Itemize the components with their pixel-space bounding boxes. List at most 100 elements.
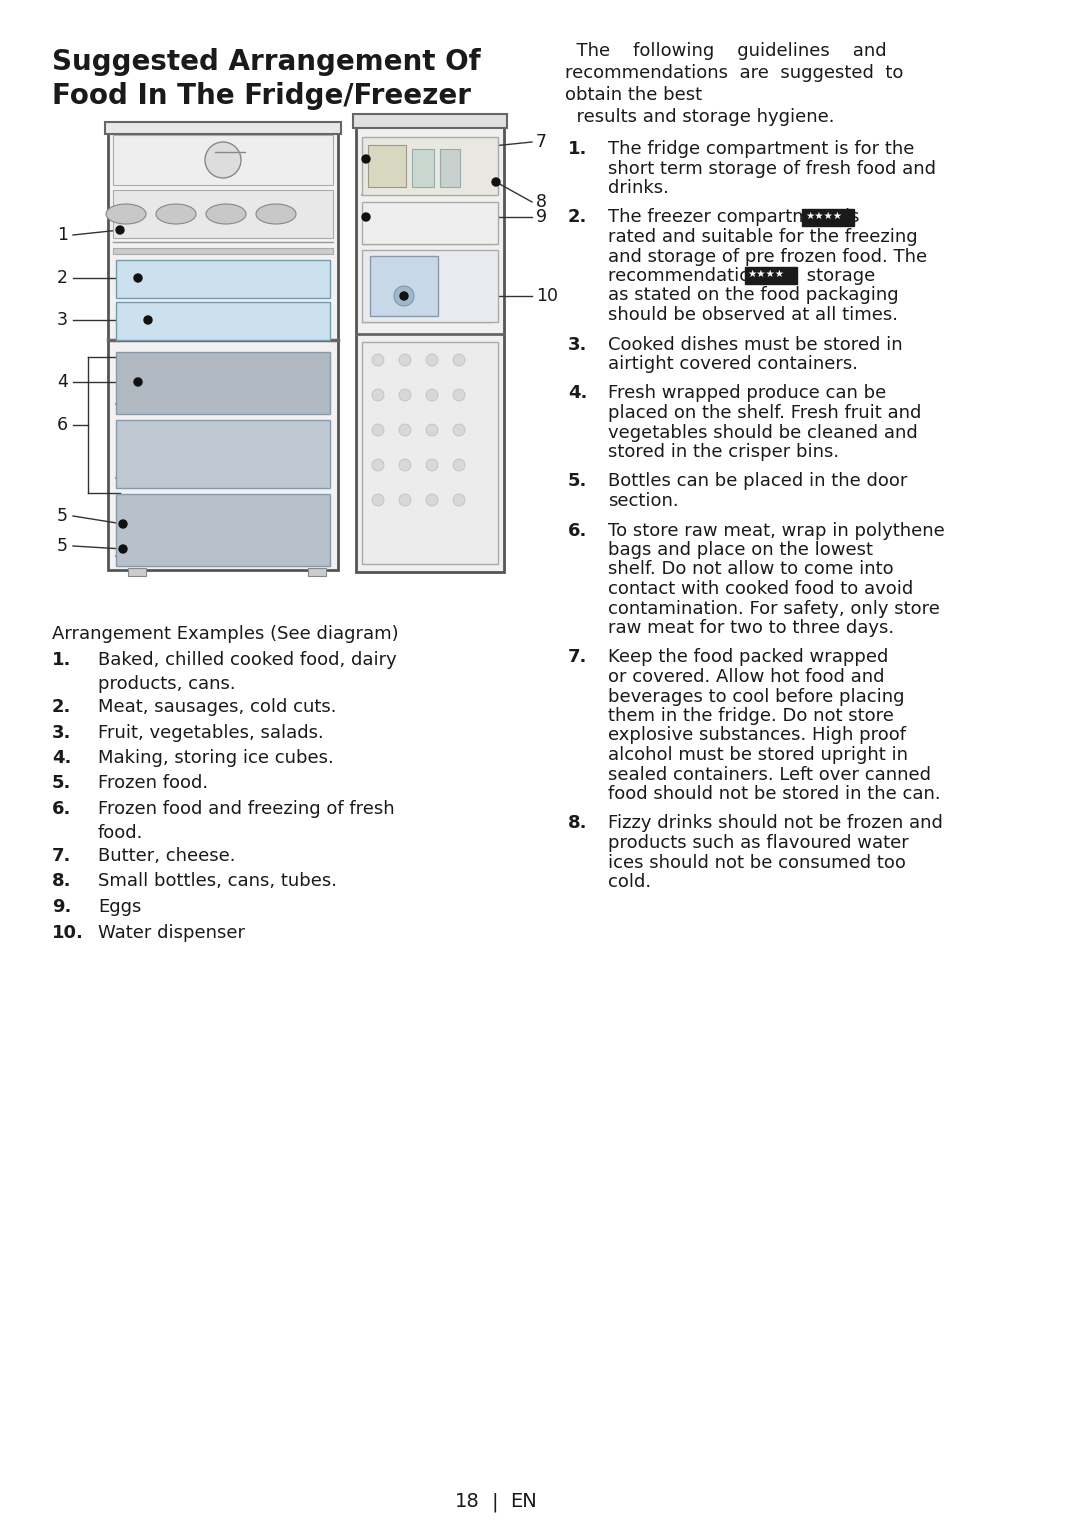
Bar bbox=[362, 136, 498, 195]
Text: contact with cooked food to avoid: contact with cooked food to avoid bbox=[608, 581, 914, 597]
Text: 6: 6 bbox=[57, 417, 68, 434]
Ellipse shape bbox=[156, 204, 195, 224]
Bar bbox=[370, 256, 438, 316]
Text: alcohol must be stored upright in: alcohol must be stored upright in bbox=[608, 746, 908, 764]
Text: Small bottles, cans, tubes.: Small bottles, cans, tubes. bbox=[98, 873, 337, 890]
Text: short term storage of fresh food and: short term storage of fresh food and bbox=[608, 159, 936, 178]
Text: rated and suitable for the freezing: rated and suitable for the freezing bbox=[608, 228, 918, 247]
Circle shape bbox=[372, 424, 384, 437]
Text: 5.: 5. bbox=[52, 775, 71, 792]
Circle shape bbox=[453, 354, 465, 366]
FancyBboxPatch shape bbox=[802, 208, 854, 225]
Bar bbox=[353, 113, 507, 129]
Text: contamination. For safety, only store: contamination. For safety, only store bbox=[608, 599, 940, 617]
Text: raw meat for two to three days.: raw meat for two to three days. bbox=[608, 619, 894, 637]
Text: 4: 4 bbox=[57, 372, 68, 391]
Bar bbox=[362, 342, 498, 564]
Bar bbox=[113, 190, 333, 237]
Text: explosive substances. High proof: explosive substances. High proof bbox=[608, 726, 906, 745]
Text: Eggs: Eggs bbox=[98, 898, 141, 916]
Circle shape bbox=[362, 213, 370, 221]
Text: 5: 5 bbox=[57, 507, 68, 525]
Text: The    following    guidelines    and: The following guidelines and bbox=[565, 41, 887, 60]
Text: Food In The Fridge/Freezer: Food In The Fridge/Freezer bbox=[52, 83, 471, 110]
Text: drinks.: drinks. bbox=[608, 179, 669, 198]
Text: sealed containers. Left over canned: sealed containers. Left over canned bbox=[608, 766, 931, 783]
Text: 7.: 7. bbox=[52, 847, 71, 866]
Circle shape bbox=[453, 389, 465, 401]
Circle shape bbox=[372, 493, 384, 506]
Text: as stated on the food packaging: as stated on the food packaging bbox=[608, 286, 899, 305]
Bar bbox=[116, 352, 330, 414]
Text: or covered. Allow hot food and: or covered. Allow hot food and bbox=[608, 668, 885, 686]
Circle shape bbox=[426, 424, 438, 437]
Bar bbox=[113, 248, 333, 254]
Circle shape bbox=[453, 493, 465, 506]
Circle shape bbox=[372, 460, 384, 470]
Text: 3.: 3. bbox=[568, 336, 588, 354]
Bar bbox=[368, 146, 406, 187]
Text: 10: 10 bbox=[536, 286, 558, 305]
Text: ★★★★: ★★★★ bbox=[747, 270, 785, 279]
Text: 4.: 4. bbox=[52, 749, 71, 768]
Text: Baked, chilled cooked food, dairy
products, cans.: Baked, chilled cooked food, dairy produc… bbox=[98, 651, 396, 694]
Text: The fridge compartment is for the: The fridge compartment is for the bbox=[608, 139, 915, 158]
Text: 1: 1 bbox=[57, 227, 68, 244]
Bar bbox=[129, 568, 146, 576]
Circle shape bbox=[453, 424, 465, 437]
Text: 3.: 3. bbox=[52, 723, 71, 741]
Text: recommendation for: recommendation for bbox=[608, 267, 798, 285]
Text: vegetables should be cleaned and: vegetables should be cleaned and bbox=[608, 423, 918, 441]
Bar bbox=[356, 123, 504, 571]
Circle shape bbox=[362, 155, 370, 162]
Text: 7.: 7. bbox=[568, 648, 588, 666]
Bar bbox=[108, 130, 338, 570]
Text: EN: EN bbox=[510, 1492, 537, 1511]
Circle shape bbox=[399, 460, 411, 470]
Circle shape bbox=[144, 316, 152, 323]
Text: Suggested Arrangement Of: Suggested Arrangement Of bbox=[52, 47, 481, 77]
Circle shape bbox=[426, 389, 438, 401]
Text: Cooked dishes must be stored in: Cooked dishes must be stored in bbox=[608, 336, 903, 354]
Circle shape bbox=[399, 389, 411, 401]
Circle shape bbox=[426, 493, 438, 506]
Text: Meat, sausages, cold cuts.: Meat, sausages, cold cuts. bbox=[98, 699, 337, 715]
Circle shape bbox=[134, 274, 141, 282]
Text: 1.: 1. bbox=[52, 651, 71, 669]
Text: placed on the shelf. Fresh fruit and: placed on the shelf. Fresh fruit and bbox=[608, 404, 921, 421]
Circle shape bbox=[426, 460, 438, 470]
Text: 8.: 8. bbox=[52, 873, 71, 890]
Text: 9: 9 bbox=[536, 208, 548, 227]
Ellipse shape bbox=[256, 204, 296, 224]
Circle shape bbox=[492, 178, 500, 185]
Text: Making, storing ice cubes.: Making, storing ice cubes. bbox=[98, 749, 334, 768]
Text: To store raw meat, wrap in polythene: To store raw meat, wrap in polythene bbox=[608, 521, 945, 539]
Text: ★★★★: ★★★★ bbox=[806, 210, 842, 221]
Text: results and storage hygiene.: results and storage hygiene. bbox=[565, 107, 835, 126]
Bar bbox=[116, 420, 330, 489]
Ellipse shape bbox=[206, 204, 246, 224]
Bar bbox=[116, 493, 330, 565]
Circle shape bbox=[394, 286, 414, 306]
Text: ices should not be consumed too: ices should not be consumed too bbox=[608, 853, 906, 872]
Text: |: | bbox=[492, 1492, 499, 1512]
Circle shape bbox=[399, 493, 411, 506]
Text: food should not be stored in the can.: food should not be stored in the can. bbox=[608, 784, 941, 803]
FancyBboxPatch shape bbox=[745, 267, 797, 283]
Bar bbox=[105, 123, 341, 133]
Text: products such as flavoured water: products such as flavoured water bbox=[608, 833, 908, 852]
Circle shape bbox=[400, 293, 408, 300]
Text: Bottles can be placed in the door: Bottles can be placed in the door bbox=[608, 472, 907, 490]
Text: section.: section. bbox=[608, 492, 678, 510]
Text: 1.: 1. bbox=[568, 139, 588, 158]
Text: Fresh wrapped produce can be: Fresh wrapped produce can be bbox=[608, 385, 887, 403]
Circle shape bbox=[426, 354, 438, 366]
Text: Butter, cheese.: Butter, cheese. bbox=[98, 847, 235, 866]
Text: 2.: 2. bbox=[52, 699, 71, 715]
Bar bbox=[440, 149, 460, 187]
Text: Keep the food packed wrapped: Keep the food packed wrapped bbox=[608, 648, 889, 666]
Text: 5.: 5. bbox=[568, 472, 588, 490]
Text: 18: 18 bbox=[456, 1492, 480, 1511]
Text: bags and place on the lowest: bags and place on the lowest bbox=[608, 541, 873, 559]
Text: 9.: 9. bbox=[52, 898, 71, 916]
